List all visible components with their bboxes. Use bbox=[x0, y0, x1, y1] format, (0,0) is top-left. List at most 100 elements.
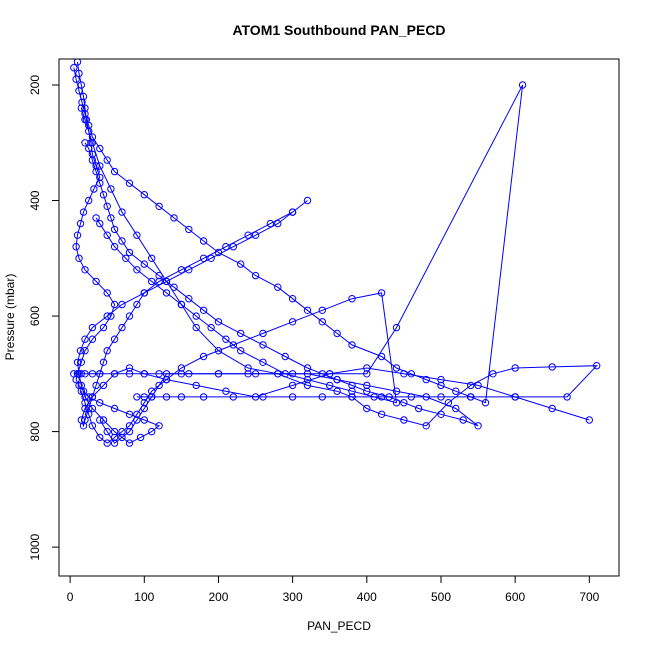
data-point bbox=[377, 289, 386, 297]
data-point bbox=[303, 370, 312, 378]
x-tick-label: 600 bbox=[505, 590, 525, 604]
data-point bbox=[81, 404, 89, 413]
data-point bbox=[148, 254, 156, 262]
series-line-4 bbox=[84, 142, 479, 444]
x-axis-label: PAN_PECD bbox=[307, 619, 371, 633]
data-point bbox=[548, 363, 556, 371]
data-point bbox=[148, 387, 156, 395]
data-point bbox=[452, 387, 460, 395]
y-tick-label: 400 bbox=[28, 190, 42, 210]
data-point bbox=[459, 416, 467, 424]
data-point bbox=[90, 185, 98, 193]
data-point bbox=[110, 439, 119, 447]
data-point bbox=[474, 422, 482, 430]
data-point bbox=[348, 295, 356, 303]
data-point bbox=[244, 231, 252, 239]
data-point bbox=[185, 225, 193, 234]
data-point bbox=[99, 358, 108, 366]
data-point bbox=[162, 289, 171, 297]
plot-area bbox=[70, 59, 601, 447]
data-point bbox=[81, 139, 89, 147]
data-point bbox=[110, 243, 119, 251]
data-point bbox=[110, 404, 119, 413]
data-point bbox=[207, 323, 215, 332]
data-point bbox=[377, 352, 386, 361]
data-point bbox=[585, 416, 593, 424]
data-point bbox=[259, 329, 267, 338]
data-point bbox=[77, 387, 86, 395]
data-point bbox=[214, 248, 223, 257]
data-point bbox=[422, 422, 430, 430]
data-point bbox=[77, 370, 86, 378]
data-point bbox=[288, 208, 297, 216]
data-point bbox=[259, 341, 267, 349]
data-point bbox=[155, 271, 163, 280]
data-point bbox=[363, 370, 371, 378]
data-point bbox=[72, 75, 80, 83]
data-point bbox=[214, 370, 223, 378]
data-point bbox=[288, 381, 297, 390]
data-point bbox=[88, 133, 97, 141]
data-point bbox=[125, 439, 134, 447]
data-point bbox=[155, 277, 163, 286]
data-point bbox=[88, 404, 97, 413]
data-point bbox=[377, 410, 386, 418]
data-point bbox=[392, 399, 401, 407]
data-point bbox=[140, 399, 149, 407]
data-point bbox=[222, 387, 230, 395]
data-point bbox=[81, 110, 89, 118]
data-point bbox=[81, 399, 89, 407]
data-point bbox=[281, 352, 289, 361]
data-point bbox=[348, 341, 356, 349]
data-point bbox=[162, 393, 171, 401]
data-point bbox=[79, 208, 88, 216]
data-point bbox=[437, 381, 445, 390]
data-point bbox=[77, 416, 86, 424]
y-tick-label: 600 bbox=[28, 306, 42, 326]
y-tick-label: 1000 bbox=[28, 533, 42, 560]
data-point bbox=[363, 381, 371, 390]
data-point bbox=[170, 283, 178, 291]
data-point bbox=[118, 427, 126, 436]
y-axis-label: Pressure (mbar) bbox=[3, 274, 17, 361]
data-point bbox=[229, 393, 238, 401]
data-point bbox=[467, 393, 475, 401]
data-point bbox=[125, 422, 134, 430]
data-point bbox=[474, 381, 482, 390]
data-point bbox=[422, 375, 430, 384]
data-point bbox=[133, 300, 141, 309]
data-point bbox=[96, 179, 104, 187]
data-point bbox=[77, 381, 86, 390]
data-point bbox=[192, 323, 200, 332]
data-point bbox=[274, 283, 282, 291]
data-point bbox=[85, 144, 93, 153]
data-point bbox=[192, 381, 200, 390]
data-point bbox=[99, 381, 108, 390]
data-point bbox=[110, 300, 119, 309]
x-tick-label: 0 bbox=[67, 590, 74, 604]
data-point bbox=[103, 347, 111, 355]
data-point bbox=[85, 127, 93, 135]
data-point bbox=[140, 191, 149, 199]
data-point bbox=[259, 358, 267, 366]
data-point bbox=[170, 214, 178, 222]
data-point bbox=[185, 266, 193, 274]
data-point bbox=[103, 156, 111, 164]
data-point bbox=[96, 416, 104, 424]
data-point bbox=[72, 243, 80, 251]
data-point bbox=[288, 318, 297, 326]
series-line-3 bbox=[80, 107, 598, 427]
data-point bbox=[162, 277, 171, 286]
data-point bbox=[73, 59, 82, 66]
data-point bbox=[125, 179, 134, 187]
data-point bbox=[140, 260, 149, 268]
data-point bbox=[348, 387, 356, 395]
data-point bbox=[77, 358, 86, 366]
data-point bbox=[92, 214, 100, 222]
data-point bbox=[199, 254, 208, 262]
data-point bbox=[92, 381, 100, 390]
data-point bbox=[148, 277, 156, 286]
data-point bbox=[92, 277, 100, 286]
data-point bbox=[407, 370, 415, 378]
data-point bbox=[481, 399, 490, 407]
